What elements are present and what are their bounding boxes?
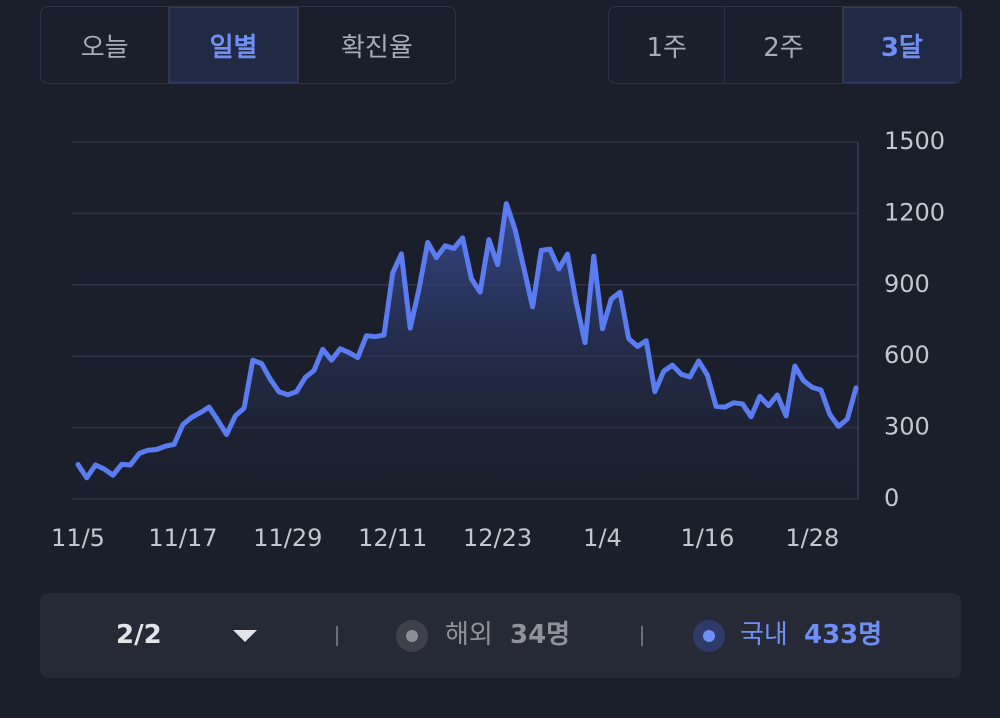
overseas-dot[interactable] (395, 619, 429, 653)
area-fill (78, 203, 856, 499)
x-tick-label: 11/17 (148, 524, 217, 552)
tab[interactable]: 2주 (725, 7, 843, 83)
date-select[interactable]: 2/2 (116, 620, 162, 650)
tab[interactable]: 오늘 (41, 7, 170, 83)
y-tick-label: 300 (884, 413, 930, 441)
tab[interactable]: 1주 (609, 7, 726, 83)
tab-selected[interactable]: 일별 (169, 7, 299, 83)
chart: 0 300 600 900 1200 1500 11/5 11/17 11/29 12/11 12/… (51, 127, 945, 552)
domestic-dot[interactable] (692, 619, 726, 653)
y-tick-label: 1500 (884, 127, 945, 155)
overseas-value: 34명 (510, 620, 571, 650)
x-tick-label: 11/5 (51, 524, 105, 552)
separator (336, 626, 338, 646)
overseas-label: 해외 (445, 620, 493, 650)
x-tick-label: 1/28 (785, 524, 839, 552)
x-tick-label: 1/4 (583, 524, 622, 552)
y-tick-label: 1200 (884, 198, 945, 226)
x-tick-label: 11/29 (253, 524, 322, 552)
dropdown-caret[interactable] (233, 630, 257, 644)
y-tick-label: 0 (884, 484, 899, 512)
line (75, 201, 859, 481)
view-tabs: 오늘 일별 확진율 (40, 6, 456, 84)
x-tick-label: 12/11 (358, 524, 427, 552)
period-tabs: 1주 2주 3달 (608, 6, 962, 84)
y-tick-label: 900 (884, 270, 930, 298)
y-tick-label: 600 (884, 341, 930, 369)
separator (641, 626, 643, 646)
domestic-label: 국내 (740, 620, 788, 650)
x-tick-label: 12/23 (463, 524, 532, 552)
footer-bar: 2/2 해외 34명 국내 433명 (40, 593, 961, 678)
tab[interactable]: 확진율 (340, 32, 413, 63)
domestic-value: 433명 (804, 620, 883, 650)
tab-selected[interactable]: 3달 (842, 7, 961, 83)
x-tick-label: 1/16 (680, 524, 734, 552)
